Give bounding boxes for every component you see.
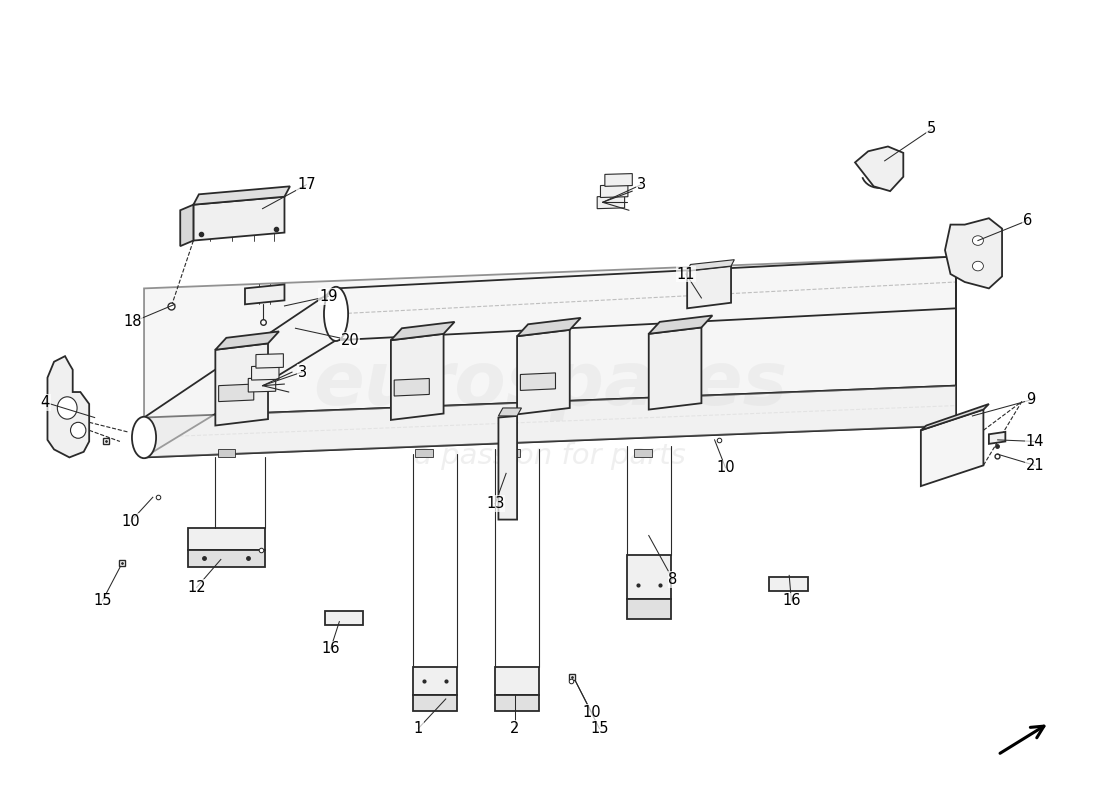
Polygon shape: [498, 408, 521, 416]
Polygon shape: [415, 450, 432, 458]
Text: 6: 6: [1023, 213, 1032, 228]
Text: 15: 15: [590, 721, 608, 736]
Polygon shape: [216, 331, 279, 350]
Text: 20: 20: [341, 333, 360, 348]
Polygon shape: [597, 196, 625, 209]
Polygon shape: [180, 205, 194, 246]
Polygon shape: [503, 450, 520, 458]
Polygon shape: [390, 334, 443, 420]
Text: eurospares: eurospares: [312, 347, 788, 421]
Text: 10: 10: [716, 460, 735, 475]
Text: 15: 15: [94, 594, 111, 608]
Ellipse shape: [70, 422, 86, 438]
Text: a passion for parts: a passion for parts: [414, 442, 686, 470]
Polygon shape: [921, 404, 989, 430]
Polygon shape: [194, 197, 285, 241]
Text: 2: 2: [510, 721, 519, 736]
Polygon shape: [390, 322, 454, 340]
Polygon shape: [688, 260, 735, 271]
Text: 16: 16: [321, 642, 340, 656]
Polygon shape: [252, 366, 279, 380]
Polygon shape: [627, 555, 671, 599]
Text: 18: 18: [124, 314, 142, 330]
Text: 4: 4: [41, 395, 50, 410]
Polygon shape: [855, 146, 903, 191]
Polygon shape: [249, 378, 276, 392]
Polygon shape: [635, 450, 652, 458]
Polygon shape: [188, 550, 265, 567]
Text: 8: 8: [669, 572, 678, 587]
Ellipse shape: [324, 286, 348, 341]
Polygon shape: [517, 318, 581, 336]
Polygon shape: [188, 527, 265, 550]
Text: 21: 21: [1025, 458, 1044, 473]
Text: 19: 19: [319, 289, 338, 304]
Polygon shape: [245, 285, 285, 304]
Polygon shape: [495, 695, 539, 711]
Text: 10: 10: [121, 514, 140, 529]
Polygon shape: [216, 343, 268, 426]
Polygon shape: [144, 257, 956, 418]
Polygon shape: [498, 416, 517, 519]
Polygon shape: [218, 450, 235, 458]
Text: 9: 9: [1026, 393, 1035, 407]
Polygon shape: [627, 599, 671, 619]
Text: 16: 16: [782, 594, 801, 608]
Polygon shape: [605, 174, 632, 186]
Text: 11: 11: [676, 266, 695, 282]
Polygon shape: [921, 410, 983, 486]
Polygon shape: [649, 315, 713, 334]
Polygon shape: [256, 354, 284, 368]
Text: 12: 12: [187, 580, 206, 595]
Text: 1: 1: [414, 721, 424, 736]
Polygon shape: [989, 432, 1005, 444]
Text: 5: 5: [927, 122, 936, 137]
Ellipse shape: [972, 262, 983, 271]
Text: 10: 10: [582, 705, 601, 720]
Polygon shape: [649, 327, 702, 410]
Polygon shape: [517, 330, 570, 414]
Text: 17: 17: [297, 178, 316, 192]
Polygon shape: [47, 356, 89, 458]
Polygon shape: [144, 288, 336, 458]
Polygon shape: [412, 667, 456, 695]
Polygon shape: [495, 667, 539, 695]
Polygon shape: [394, 378, 429, 396]
Polygon shape: [945, 218, 1002, 288]
Polygon shape: [326, 611, 363, 625]
Text: 14: 14: [1025, 434, 1044, 449]
Polygon shape: [601, 185, 628, 198]
Text: 3: 3: [297, 365, 307, 379]
Text: 3: 3: [637, 178, 646, 192]
Polygon shape: [520, 373, 556, 390]
Polygon shape: [219, 384, 254, 402]
Polygon shape: [144, 386, 956, 458]
Text: 13: 13: [486, 496, 504, 511]
Ellipse shape: [57, 397, 77, 419]
Polygon shape: [194, 186, 290, 205]
Ellipse shape: [972, 236, 983, 246]
Polygon shape: [412, 695, 456, 711]
Polygon shape: [769, 577, 807, 591]
Ellipse shape: [132, 417, 156, 458]
Polygon shape: [688, 266, 732, 308]
